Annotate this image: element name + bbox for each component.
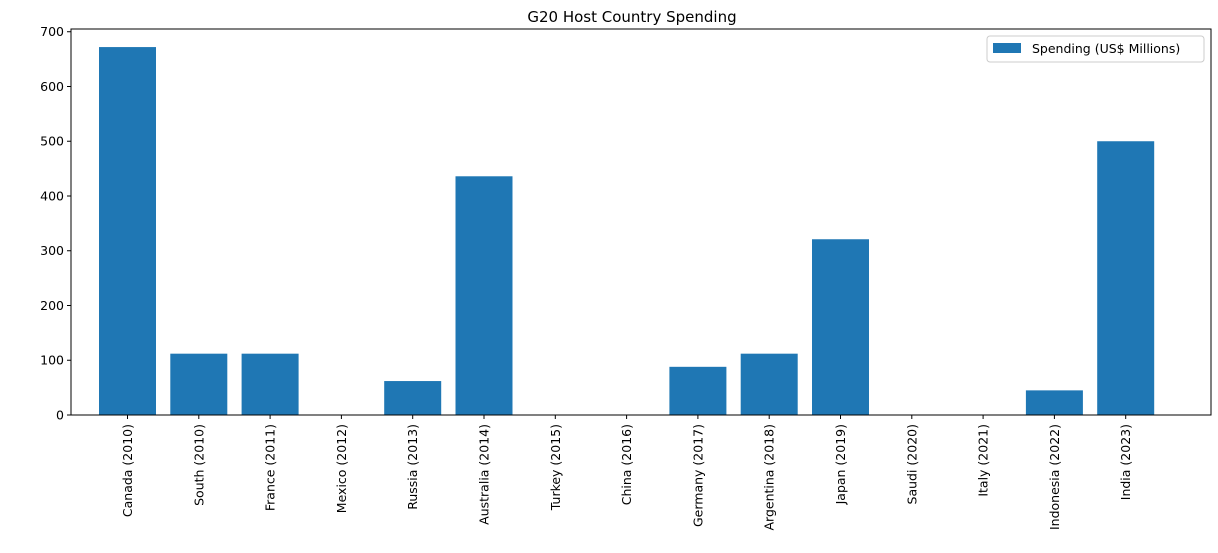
y-tick-label: 400 — [40, 188, 64, 203]
x-tick-label: Saudi (2020) — [904, 424, 919, 504]
bar — [241, 353, 299, 415]
bar — [384, 381, 442, 415]
bar — [455, 176, 513, 415]
legend-swatch — [993, 43, 1021, 53]
bar — [1025, 390, 1083, 415]
legend: Spending (US$ Millions) — [986, 35, 1205, 63]
x-tick-label: Turkey (2015) — [548, 424, 563, 511]
bar — [669, 366, 727, 415]
x-tick-label: Indonesia (2022) — [1047, 424, 1062, 530]
bar — [812, 239, 869, 415]
y-tick-label: 100 — [40, 353, 64, 368]
x-tick-label: Argentina (2018) — [762, 424, 777, 531]
x-tick-label: China (2016) — [619, 424, 634, 505]
x-tick-label: Australia (2014) — [477, 424, 492, 525]
bar — [99, 47, 156, 415]
y-axis: 0 100 200 300 400 500 600 700 — [40, 24, 71, 423]
x-tick-label: Mexico (2012) — [334, 424, 349, 513]
y-tick-label: 500 — [40, 134, 64, 149]
x-tick-label: South (2010) — [191, 424, 206, 506]
x-tick-label: India (2023) — [1118, 424, 1133, 500]
chart-title: G20 Host Country Spending — [527, 8, 736, 26]
x-tick-label: France (2011) — [263, 424, 278, 511]
legend-label: Spending (US$ Millions) — [1032, 41, 1180, 56]
x-tick-label: Canada (2010) — [120, 424, 135, 517]
y-tick-label: 700 — [40, 24, 64, 39]
bars-layer — [99, 47, 1155, 415]
bar — [740, 353, 798, 415]
bar — [170, 353, 228, 415]
x-tick-label: Italy (2021) — [976, 424, 991, 497]
x-tick-label: Japan (2019) — [833, 424, 848, 505]
plot-frame — [70, 28, 1212, 416]
y-tick-label: 600 — [40, 79, 64, 94]
y-tick-label: 200 — [40, 298, 64, 313]
x-tick-label: Germany (2017) — [690, 424, 705, 527]
legend-box — [986, 35, 1205, 63]
y-tick-label: 300 — [40, 243, 64, 258]
y-tick-label: 0 — [56, 408, 64, 423]
x-axis: Canada (2010) South (2010) France (2011) Me… — [120, 415, 1133, 531]
bar — [1097, 141, 1155, 415]
x-tick-label: Russia (2013) — [405, 424, 420, 510]
